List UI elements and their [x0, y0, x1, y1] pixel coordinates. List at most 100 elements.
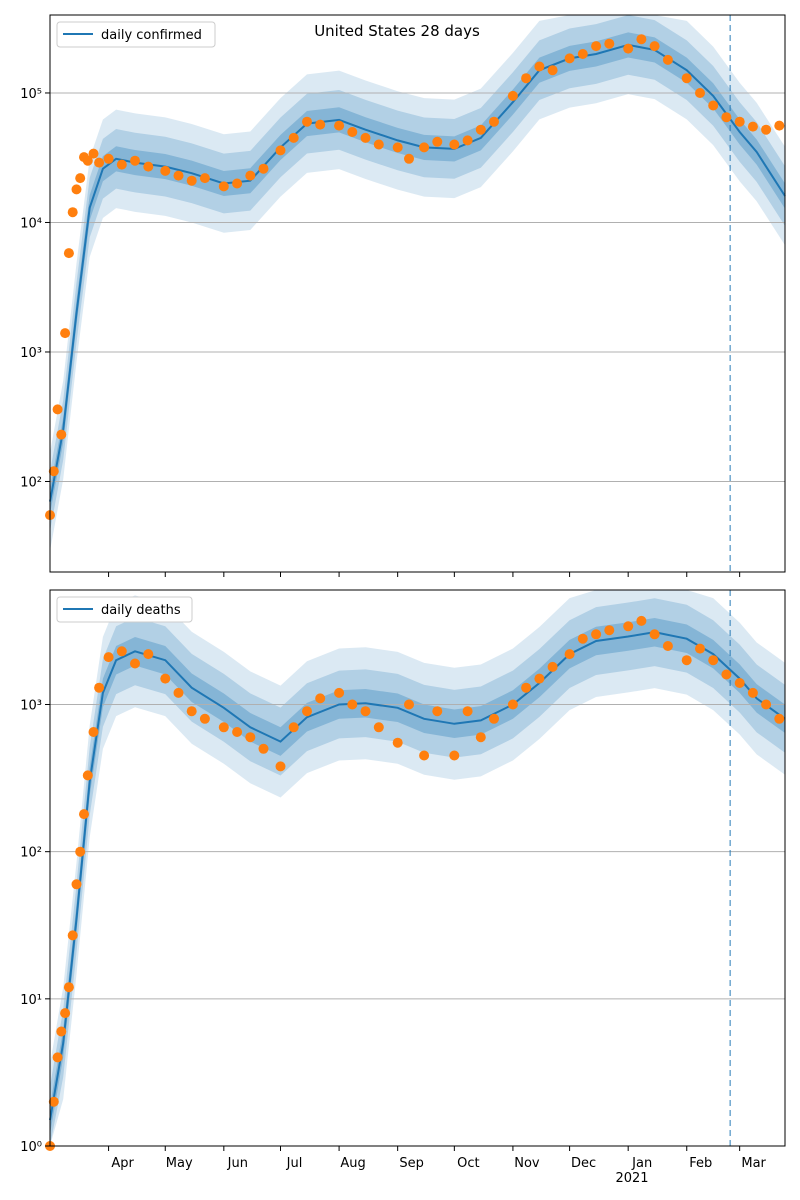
- data-point: [475, 732, 486, 743]
- data-point: [88, 148, 99, 159]
- data-point: [577, 49, 588, 59]
- data-point: [71, 879, 82, 890]
- data-point: [681, 655, 692, 666]
- data-point: [52, 1052, 63, 1063]
- data-point: [103, 652, 114, 663]
- data-point: [288, 722, 299, 733]
- data-point: [160, 165, 171, 176]
- data-point: [75, 173, 86, 184]
- data-point: [623, 621, 634, 632]
- data-point: [636, 615, 647, 626]
- y-tick-label: 10⁵: [20, 87, 42, 102]
- data-point: [404, 153, 414, 164]
- data-point: [245, 170, 256, 181]
- legend-label: daily deaths: [101, 603, 181, 618]
- y-tick-label: 10³: [20, 346, 42, 361]
- data-point: [734, 678, 745, 688]
- data-point: [761, 699, 772, 710]
- data-point: [71, 184, 82, 195]
- x-tick-label: Mar: [741, 1156, 766, 1171]
- data-point: [404, 699, 414, 710]
- data-point: [534, 61, 545, 72]
- data-point: [432, 706, 443, 717]
- data-point: [160, 673, 171, 684]
- data-point: [604, 625, 615, 636]
- data-point: [94, 682, 105, 693]
- data-point: [173, 170, 184, 181]
- x-tick-label: May: [166, 1156, 193, 1171]
- data-point: [82, 155, 93, 166]
- x-tick-label: Dec: [571, 1156, 596, 1171]
- legend-label: daily confirmed: [101, 28, 202, 43]
- data-point: [232, 727, 243, 737]
- x-tick-label: Aug: [340, 1156, 365, 1171]
- data-point: [636, 34, 647, 45]
- band-2: [50, 617, 785, 1135]
- data-point: [734, 116, 745, 127]
- daily-confirmed-line: [49, 43, 786, 502]
- data-point: [130, 658, 140, 669]
- data-point: [258, 743, 269, 754]
- x-tick-label: Oct: [457, 1156, 479, 1171]
- data-point: [392, 737, 403, 748]
- data-point: [662, 641, 673, 651]
- y-tick-label: 10³: [20, 699, 42, 714]
- data-point: [507, 90, 518, 101]
- x-axis-ticks: [108, 572, 741, 577]
- data-point: [419, 750, 430, 761]
- x-tick-label: Jul: [286, 1156, 303, 1171]
- data-point: [232, 178, 243, 189]
- data-point: [347, 127, 358, 137]
- data-point: [591, 629, 602, 640]
- data-point: [103, 153, 114, 164]
- axes-frame: [49, 589, 786, 1147]
- data-point: [534, 673, 545, 684]
- legend: daily confirmed: [56, 21, 216, 48]
- data-point: [245, 732, 256, 743]
- data-point: [695, 88, 705, 98]
- data-point: [695, 643, 705, 654]
- x-tick-label: Nov: [514, 1156, 540, 1171]
- data-point: [564, 649, 575, 660]
- series-line: [49, 43, 786, 502]
- data-point: [591, 41, 602, 52]
- legend-box: [56, 21, 216, 48]
- data-point: [334, 687, 345, 698]
- data-point: [419, 142, 430, 153]
- x-tick-label: Apr: [111, 1156, 134, 1171]
- band-1: [50, 15, 785, 532]
- uncertainty-bands: [50, 590, 785, 1146]
- data-point: [347, 699, 358, 710]
- data-point: [489, 116, 499, 127]
- x-axis-ticks: [108, 1146, 741, 1151]
- data-point: [360, 132, 371, 143]
- data-point: [747, 687, 758, 698]
- data-point: [708, 655, 719, 666]
- x-tick-label: Jan: [631, 1156, 652, 1171]
- data-point: [721, 112, 732, 123]
- data-point: [94, 157, 105, 168]
- data-point: [186, 175, 197, 186]
- series-line: [49, 631, 786, 1121]
- data-point: [747, 121, 758, 132]
- data-point: [373, 722, 384, 733]
- data-point: [67, 930, 78, 941]
- data-point: [48, 466, 59, 477]
- y-tick-label: 10⁴: [20, 216, 42, 231]
- data-point: [199, 713, 210, 724]
- data-point: [258, 163, 269, 174]
- data-point: [60, 1008, 71, 1019]
- data-point: [275, 761, 286, 772]
- daily-deaths-line: [49, 631, 786, 1121]
- data-point: [67, 207, 78, 218]
- data-point: [315, 693, 326, 704]
- data-point: [88, 727, 99, 737]
- data-point: [186, 706, 197, 717]
- data-point: [63, 248, 74, 259]
- y-gridlines: [50, 92, 785, 482]
- data-point: [774, 713, 785, 724]
- y-tick-label: 10²: [20, 475, 42, 490]
- data-point: [334, 120, 345, 131]
- y-tick-label: 10⁰: [20, 1140, 42, 1155]
